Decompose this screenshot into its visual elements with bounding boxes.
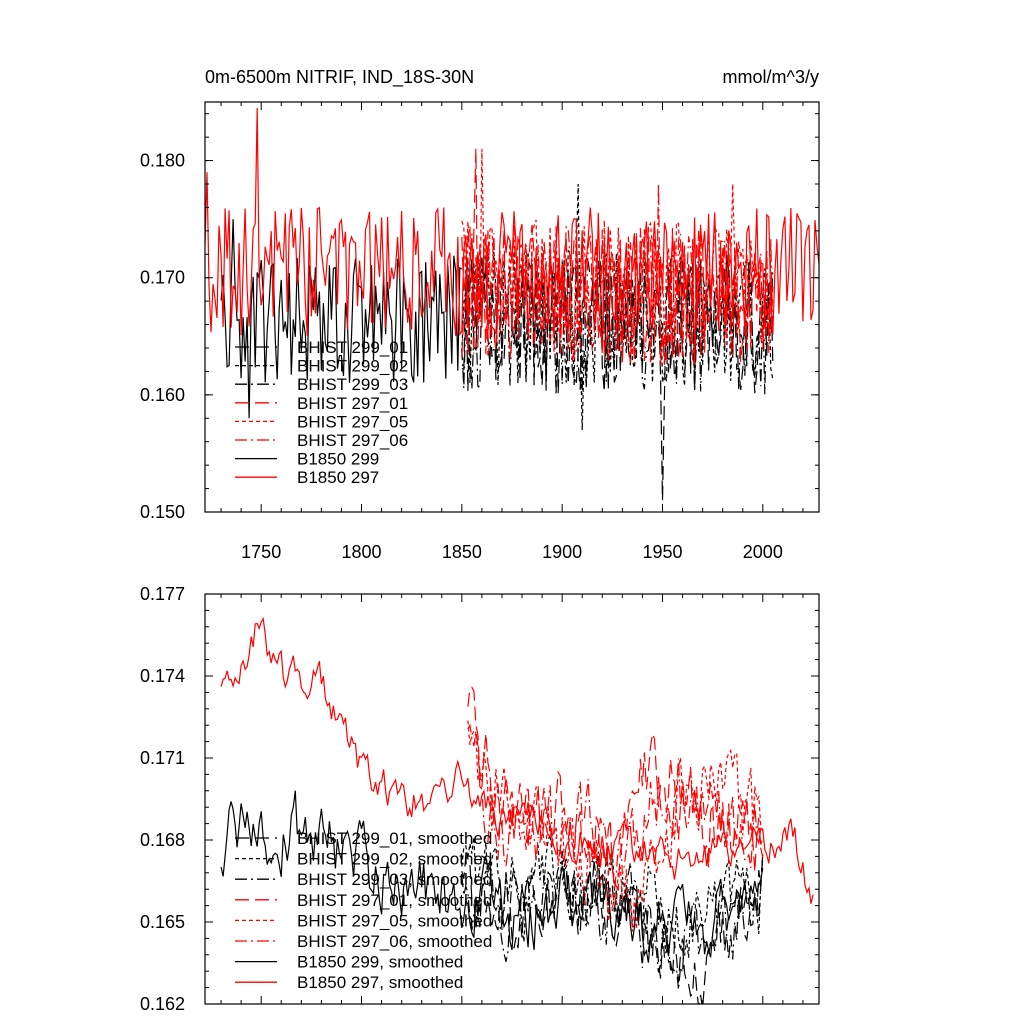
- series-line-4: [467, 720, 764, 932]
- y-tick-label: 0.165: [140, 912, 185, 932]
- legend-label-7: B1850 297: [297, 468, 379, 487]
- y-tick-label: 0.150: [140, 502, 185, 522]
- series-line-5: [467, 723, 764, 891]
- legend-label-4: BHIST 297_05, smoothed: [297, 911, 492, 930]
- x-tick-label: 1850: [442, 542, 482, 562]
- y-tick-label: 0.160: [140, 385, 185, 405]
- series-line-3: [461, 148, 774, 366]
- series-line-7: [205, 107, 819, 337]
- series-line-2: [461, 850, 764, 990]
- y-tick-label: 0.174: [140, 666, 185, 686]
- series-line-6: [220, 790, 764, 963]
- legend-label-6: B1850 299, smoothed: [297, 953, 463, 972]
- bottom-panel-series-group: [220, 616, 814, 1004]
- legend-label-6: B1850 299: [297, 450, 379, 469]
- bottom-panel-frame: [204, 593, 820, 1005]
- y-tick-label: 0.180: [140, 151, 185, 171]
- y-tick-label: 0.170: [140, 268, 185, 288]
- bottom-panel-legend: BHIST 299_01, smoothed BHIST 299_02, smoo…: [235, 829, 492, 992]
- legend-label-2: BHIST 299_03: [297, 375, 408, 394]
- y-tick-label: 0.177: [140, 584, 185, 604]
- top-panel: 0m-6500m NITRIF, IND_18S-30N mmol/m^3/y …: [140, 67, 820, 562]
- bottom-panel-ticks: 0.162 0.165 0.168 0.171 0.174 0.177: [140, 584, 819, 1014]
- legend-label-5: BHIST 297_06, smoothed: [297, 932, 492, 951]
- x-tick-label: 1800: [341, 542, 381, 562]
- bottom-panel: 0.162 0.165 0.168 0.171 0.174 0.177 BHIST 299…: [140, 584, 820, 1014]
- x-tick-label: 2000: [743, 542, 783, 562]
- series-line-6: [220, 219, 463, 419]
- legend-label-7: B1850 297, smoothed: [297, 973, 463, 992]
- y-tick-label: 0.171: [140, 748, 185, 768]
- y-tick-label: 0.168: [140, 830, 185, 850]
- legend-label-4: BHIST 297_05: [297, 412, 408, 431]
- top-panel-series-group: [205, 107, 819, 501]
- legend-label-0: BHIST 299_01: [297, 338, 408, 357]
- y-tick-label: 0.162: [140, 994, 185, 1014]
- legend-label-3: BHIST 297_01: [297, 394, 408, 413]
- x-tick-label: 1750: [241, 542, 281, 562]
- legend-label-3: BHIST 297_01, smoothed: [297, 891, 492, 910]
- legend-label-5: BHIST 297_06: [297, 431, 408, 450]
- x-tick-label: 1900: [542, 542, 582, 562]
- top-panel-title: 0m-6500m NITRIF, IND_18S-30N: [205, 67, 474, 88]
- legend-label-0: BHIST 299_01, smoothed: [297, 829, 492, 848]
- series-line-7: [220, 616, 814, 904]
- x-tick-label: 1950: [642, 542, 682, 562]
- top-panel-units: mmol/m^3/y: [723, 67, 819, 87]
- top-panel-frame: [204, 101, 820, 513]
- legend-label-1: BHIST 299_02, smoothed: [297, 850, 492, 869]
- legend-label-2: BHIST 299_03, smoothed: [297, 870, 492, 889]
- top-panel-ticks: 1750 1800 1850 1900 1950 2000 0.150 0.160 0.170 0…: [140, 102, 819, 562]
- legend-label-1: BHIST 299_02: [297, 357, 408, 376]
- series-line-1: [461, 834, 764, 958]
